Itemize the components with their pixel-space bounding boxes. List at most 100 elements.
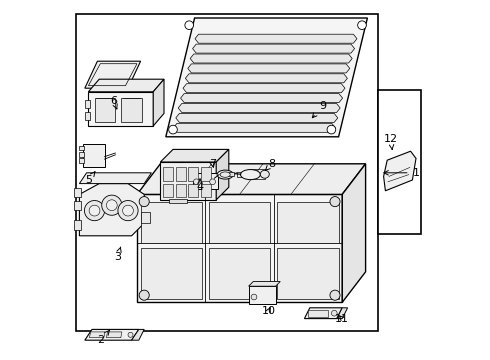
- Circle shape: [89, 205, 100, 216]
- Bar: [175, 184, 186, 197]
- Polygon shape: [384, 151, 416, 191]
- Bar: [209, 248, 270, 299]
- Polygon shape: [193, 44, 355, 53]
- Bar: [79, 158, 84, 163]
- Polygon shape: [166, 18, 368, 137]
- Circle shape: [358, 21, 367, 30]
- Polygon shape: [141, 212, 149, 223]
- Bar: [229, 172, 234, 176]
- Polygon shape: [137, 164, 366, 194]
- Text: 5: 5: [85, 172, 95, 185]
- Polygon shape: [216, 149, 229, 200]
- Ellipse shape: [220, 172, 230, 177]
- Polygon shape: [79, 173, 151, 184]
- Polygon shape: [74, 201, 81, 210]
- Circle shape: [122, 205, 133, 216]
- Bar: [175, 167, 186, 181]
- Bar: [237, 172, 244, 177]
- Polygon shape: [183, 84, 345, 93]
- Text: 7: 7: [209, 159, 216, 169]
- Polygon shape: [90, 332, 105, 338]
- Bar: [277, 202, 339, 243]
- Ellipse shape: [241, 170, 260, 180]
- Polygon shape: [79, 184, 146, 236]
- Circle shape: [210, 179, 216, 185]
- Polygon shape: [304, 308, 342, 319]
- Polygon shape: [173, 123, 335, 132]
- Bar: [137, 194, 342, 302]
- Text: 10: 10: [261, 306, 275, 316]
- Polygon shape: [176, 113, 338, 122]
- Bar: [201, 184, 211, 197]
- Bar: [188, 184, 198, 197]
- Circle shape: [330, 197, 340, 207]
- Circle shape: [84, 201, 104, 221]
- Polygon shape: [337, 308, 347, 319]
- Text: 1: 1: [384, 168, 419, 178]
- Bar: [85, 100, 90, 108]
- Text: 4: 4: [196, 179, 203, 192]
- Bar: [141, 248, 202, 299]
- Text: 8: 8: [266, 159, 275, 170]
- Polygon shape: [85, 329, 139, 340]
- Text: 12: 12: [384, 134, 398, 149]
- Bar: [378, 90, 421, 234]
- Polygon shape: [106, 332, 122, 338]
- Polygon shape: [342, 164, 366, 302]
- Circle shape: [139, 290, 149, 300]
- Circle shape: [169, 125, 177, 134]
- Polygon shape: [74, 220, 81, 230]
- Circle shape: [128, 332, 133, 337]
- Circle shape: [194, 179, 199, 185]
- Polygon shape: [185, 74, 347, 83]
- Polygon shape: [195, 34, 357, 43]
- Bar: [141, 202, 202, 243]
- Bar: [163, 167, 173, 181]
- Polygon shape: [181, 94, 343, 103]
- Circle shape: [102, 195, 122, 215]
- Circle shape: [185, 21, 194, 30]
- Bar: [188, 167, 198, 181]
- Bar: [88, 92, 153, 126]
- Circle shape: [331, 310, 337, 316]
- Polygon shape: [132, 329, 144, 340]
- Bar: [201, 167, 211, 181]
- Polygon shape: [178, 104, 340, 112]
- Ellipse shape: [217, 170, 233, 179]
- Text: 11: 11: [335, 314, 349, 324]
- Bar: [250, 169, 265, 179]
- Bar: [79, 146, 84, 150]
- Text: 6: 6: [110, 96, 117, 109]
- Circle shape: [330, 290, 340, 300]
- Polygon shape: [74, 188, 81, 197]
- Circle shape: [118, 201, 138, 221]
- Bar: [308, 310, 328, 317]
- Bar: [85, 112, 90, 120]
- Bar: [83, 144, 104, 167]
- Circle shape: [327, 125, 336, 134]
- Circle shape: [106, 200, 117, 211]
- Polygon shape: [160, 149, 229, 162]
- Bar: [95, 98, 116, 122]
- Bar: [121, 98, 142, 122]
- Bar: [277, 248, 339, 299]
- Circle shape: [139, 197, 149, 207]
- Polygon shape: [153, 79, 164, 126]
- Text: 3: 3: [114, 247, 121, 262]
- Bar: [170, 199, 187, 203]
- Bar: [76, 14, 378, 331]
- Bar: [209, 202, 270, 243]
- Bar: [160, 162, 216, 200]
- Polygon shape: [248, 282, 280, 286]
- Polygon shape: [88, 79, 164, 92]
- Text: 9: 9: [312, 101, 326, 118]
- Polygon shape: [188, 64, 350, 73]
- Text: 2: 2: [98, 330, 109, 345]
- Polygon shape: [85, 61, 141, 88]
- Polygon shape: [190, 54, 352, 63]
- Bar: [79, 152, 84, 157]
- Bar: [193, 173, 218, 189]
- Circle shape: [251, 294, 257, 300]
- Ellipse shape: [260, 170, 270, 178]
- Bar: [248, 286, 275, 304]
